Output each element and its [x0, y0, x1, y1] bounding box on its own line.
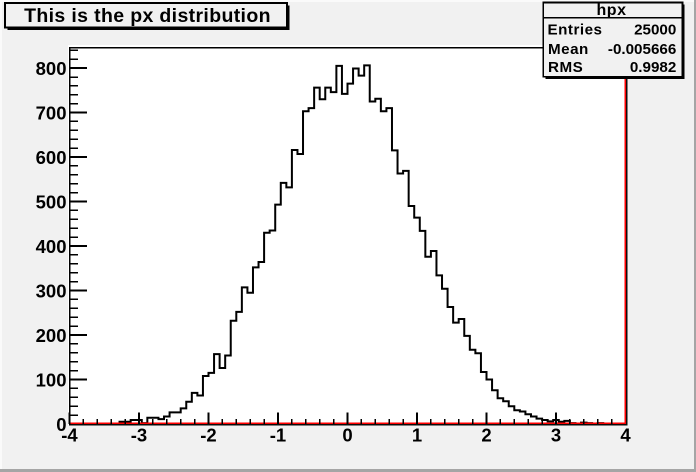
svg-text:500: 500 [36, 192, 67, 213]
svg-text:Entries: Entries [548, 22, 603, 39]
svg-text:400: 400 [36, 236, 67, 257]
svg-text:700: 700 [36, 103, 67, 124]
svg-text:25000: 25000 [634, 22, 676, 39]
svg-text:RMS: RMS [548, 59, 583, 76]
svg-text:-0.005666: -0.005666 [608, 41, 676, 58]
svg-text:Mean: Mean [548, 41, 589, 58]
svg-text:hpx: hpx [597, 2, 627, 19]
svg-text:3: 3 [551, 424, 561, 445]
svg-text:300: 300 [36, 281, 67, 302]
svg-text:-4: -4 [61, 424, 78, 445]
svg-text:This is the px distribution: This is the px distribution [24, 5, 271, 27]
svg-text:800: 800 [36, 58, 67, 79]
svg-text:-1: -1 [270, 424, 286, 445]
svg-text:-3: -3 [131, 424, 147, 445]
svg-text:-2: -2 [200, 424, 216, 445]
svg-text:0.9982: 0.9982 [630, 59, 676, 76]
svg-text:200: 200 [36, 325, 67, 346]
svg-text:100: 100 [36, 370, 67, 391]
svg-text:600: 600 [36, 147, 67, 168]
svg-text:1: 1 [412, 424, 422, 445]
svg-text:0: 0 [342, 424, 352, 445]
svg-text:2: 2 [481, 424, 491, 445]
svg-text:0: 0 [56, 414, 66, 435]
svg-text:4: 4 [620, 424, 631, 445]
